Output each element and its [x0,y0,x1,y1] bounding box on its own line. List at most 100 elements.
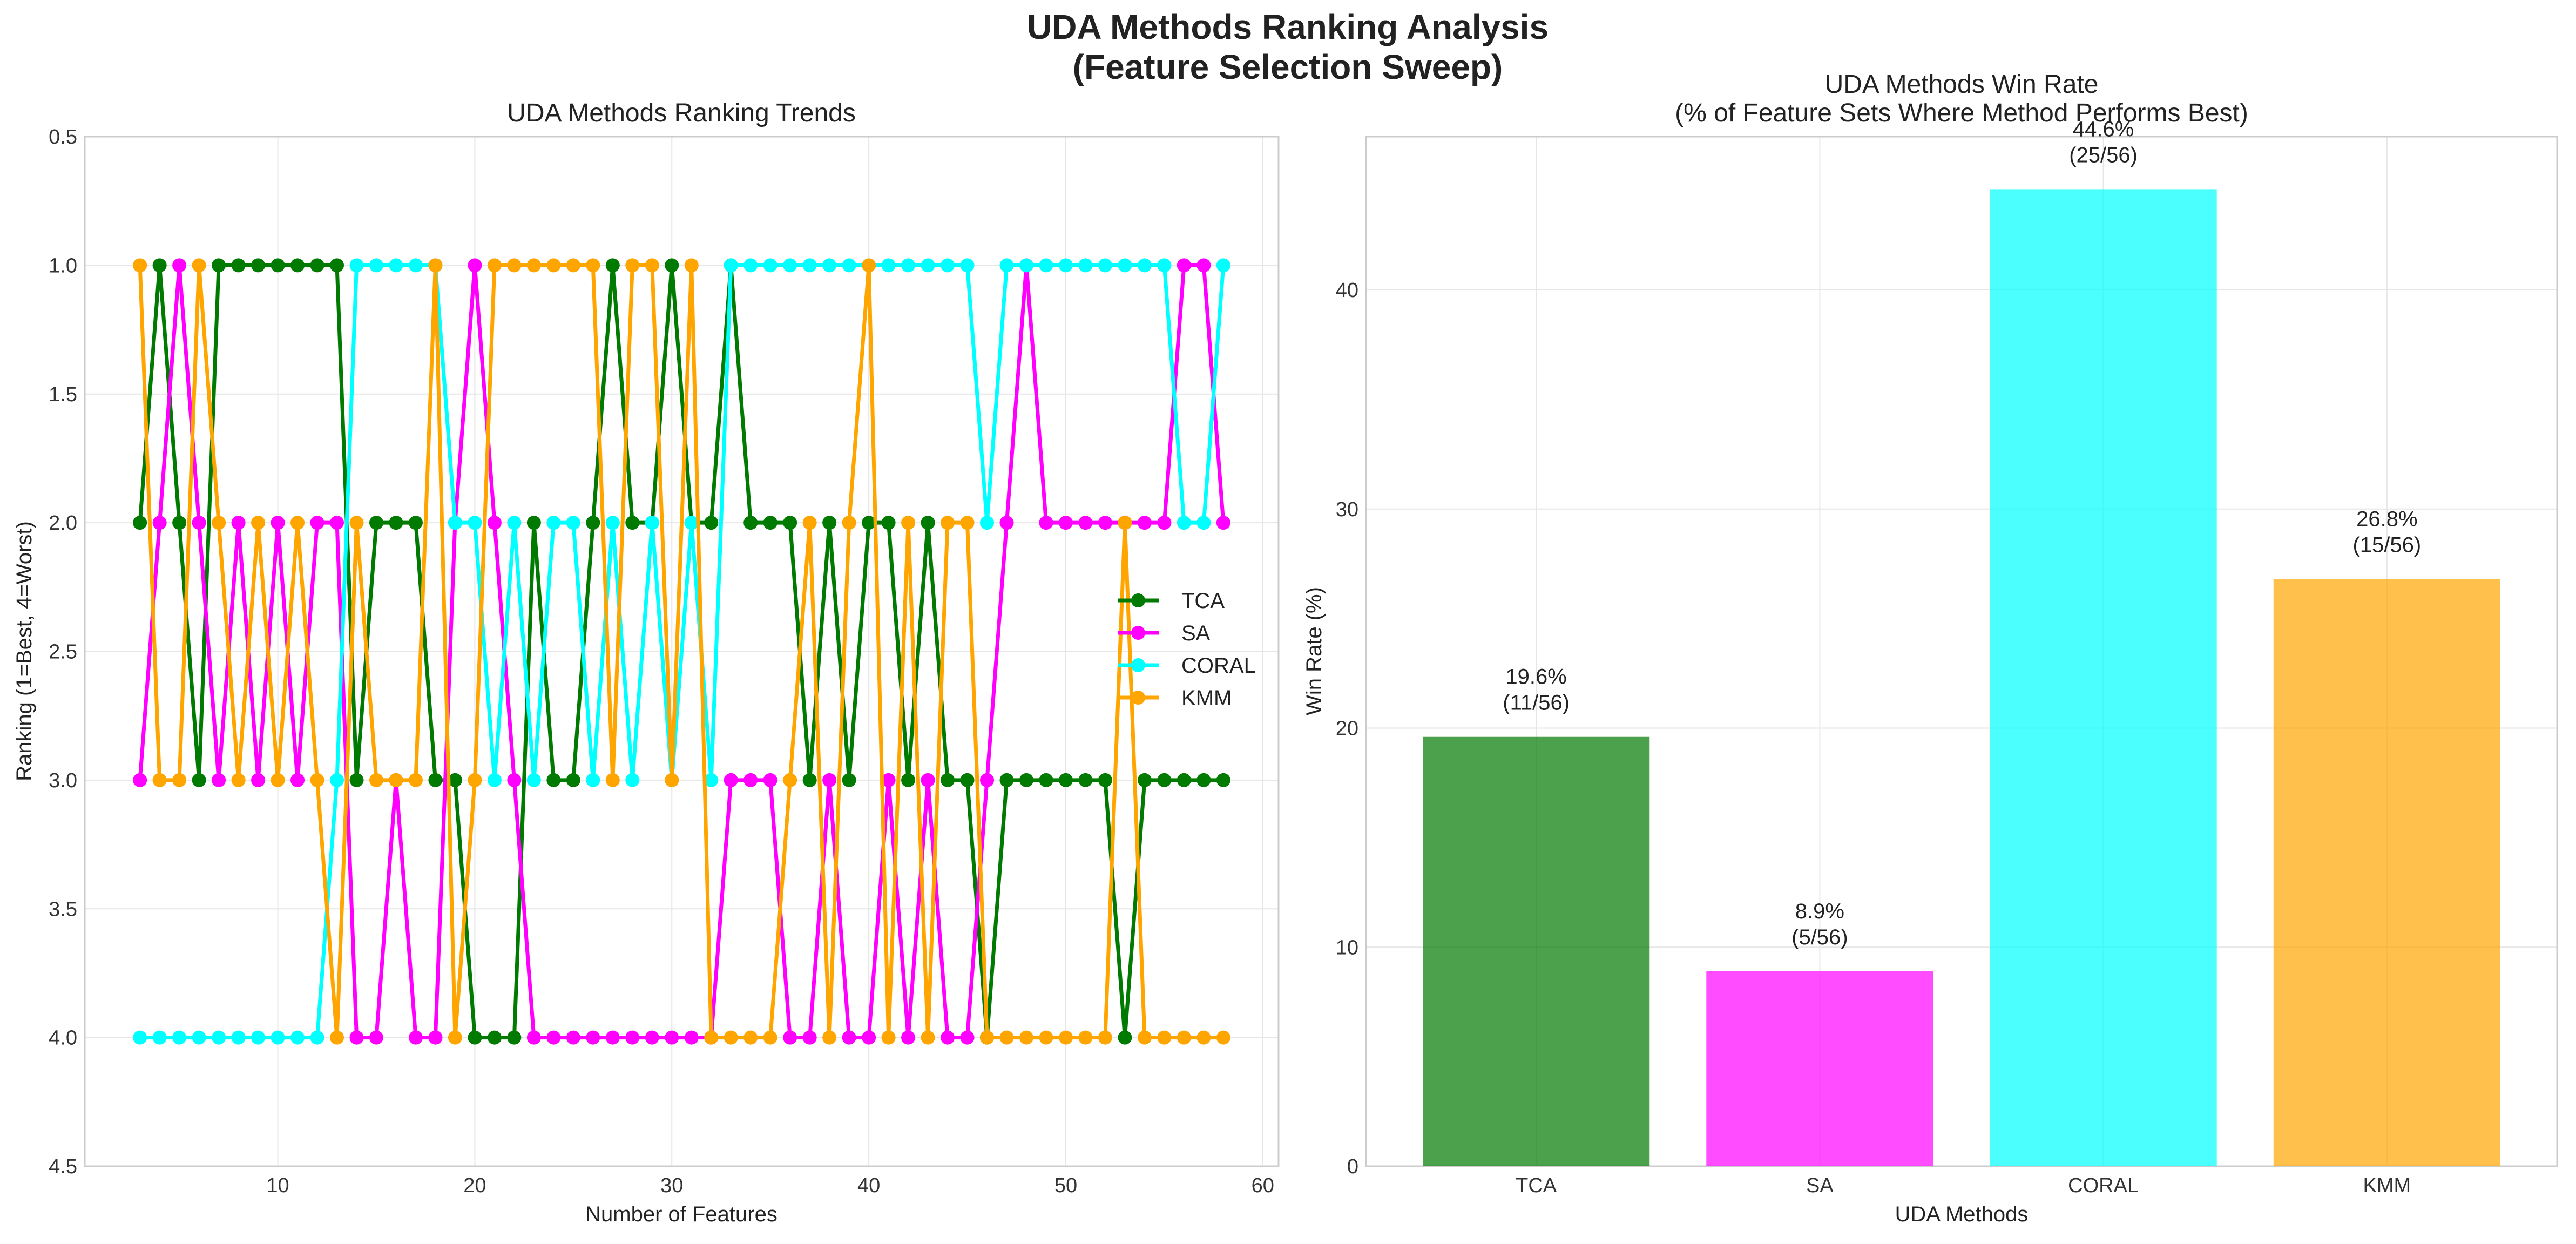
data-point-tca [251,258,266,273]
data-point-kmm [1216,1030,1230,1045]
data-point-coral [487,773,502,787]
data-point-tca [330,258,344,273]
data-point-sa [783,1030,797,1045]
data-point-kmm [212,516,226,530]
data-point-tca [665,258,679,273]
ranking-y-tick-label: 4.0 [49,1027,77,1050]
data-point-coral [960,258,975,273]
data-point-coral [408,258,423,273]
data-point-tca [1157,773,1172,787]
data-point-sa [487,516,502,530]
bar-count-label: (5/56) [1791,925,1848,949]
data-point-tca [1196,773,1211,787]
bar-count-label: (15/56) [2352,533,2421,557]
data-point-sa [822,773,837,787]
data-point-kmm [271,773,285,787]
data-point-tca [783,516,797,530]
data-point-coral [212,1030,226,1045]
data-point-sa [842,1030,856,1045]
data-point-coral [605,516,620,530]
series-kmm [133,258,1230,1045]
data-point-sa [921,773,935,787]
data-point-sa [941,1030,955,1045]
data-point-tca [802,773,817,787]
bar-value-label: 19.6% [1505,665,1566,689]
bar-sa [1706,971,1933,1166]
win-rate-y-tick-label: 20 [1336,718,1358,740]
data-point-kmm [1019,1030,1033,1045]
data-point-tca [192,773,206,787]
data-point-kmm [389,773,403,787]
data-point-coral [546,516,561,530]
data-point-kmm [369,773,383,787]
data-point-sa [1098,516,1112,530]
data-point-kmm [960,516,975,530]
data-point-tca [389,516,403,530]
data-point-kmm [487,258,502,273]
win-rate-x-tick-label: TCA [1516,1174,1557,1197]
legend-label: SA [1181,621,1211,645]
data-point-kmm [605,773,620,787]
data-point-sa [960,1030,975,1045]
bar-group-tca: 19.6%(11/56) [1423,665,1650,1166]
data-point-kmm [231,773,246,787]
data-point-sa [212,773,226,787]
data-point-kmm [625,258,640,273]
ranking-x-tick-label: 50 [1054,1174,1077,1197]
data-point-sa [468,258,482,273]
data-point-kmm [1118,516,1132,530]
data-point-coral [802,258,817,273]
data-point-kmm [310,773,324,787]
data-point-sa [349,1030,364,1045]
data-point-tca [1019,773,1033,787]
ranking-y-tick-label: 0.5 [49,126,77,148]
data-point-kmm [822,1030,837,1045]
bar-count-label: (11/56) [1503,691,1570,715]
data-point-coral [1216,258,1230,273]
data-point-sa [1058,516,1073,530]
data-point-kmm [645,258,659,273]
legend-label: CORAL [1181,654,1256,678]
data-point-kmm [1196,1030,1211,1045]
data-point-kmm [941,516,955,530]
data-point-tca [901,773,916,787]
data-point-coral [901,258,916,273]
data-point-sa [1157,516,1172,530]
data-point-coral [645,516,659,530]
data-point-coral [566,516,580,530]
legend-item-coral: CORAL [1118,654,1256,678]
data-point-tca [881,516,896,530]
data-point-kmm [152,773,167,787]
bar-value-label: 26.8% [2356,508,2417,531]
data-point-sa [408,1030,423,1045]
win-rate-y-tick-label: 40 [1336,279,1358,302]
legend-marker [1131,626,1145,640]
data-point-sa [724,773,738,787]
win-rate-x-tick-label: CORAL [2068,1174,2139,1197]
data-point-coral [349,258,364,273]
ranking-x-tick-label: 30 [660,1174,683,1197]
data-point-kmm [428,258,443,273]
data-point-kmm [448,1030,462,1045]
data-point-coral [1157,258,1172,273]
data-point-tca [172,516,187,530]
series-coral [133,258,1230,1045]
win-rate-y-tick-label: 0 [1347,1155,1358,1178]
win-rate-bars: 19.6%(11/56)8.9%(5/56)44.6%(25/56)26.8%(… [1423,117,2500,1167]
data-point-sa [665,1030,679,1045]
data-point-sa [684,1030,699,1045]
data-point-sa [586,1030,600,1045]
data-point-kmm [980,1030,995,1045]
data-point-tca [1058,773,1073,787]
data-point-tca [408,516,423,530]
win-rate-y-axis-label: Win Rate (%) [1302,587,1326,715]
data-point-coral [526,773,541,787]
data-point-kmm [290,516,305,530]
data-point-coral [1019,258,1033,273]
data-point-coral [310,1030,324,1045]
win-rate-plot-frame [1365,136,2558,1167]
data-point-kmm [566,258,580,273]
data-point-kmm [1078,1030,1093,1045]
data-point-kmm [251,516,266,530]
data-point-sa [1196,258,1211,273]
